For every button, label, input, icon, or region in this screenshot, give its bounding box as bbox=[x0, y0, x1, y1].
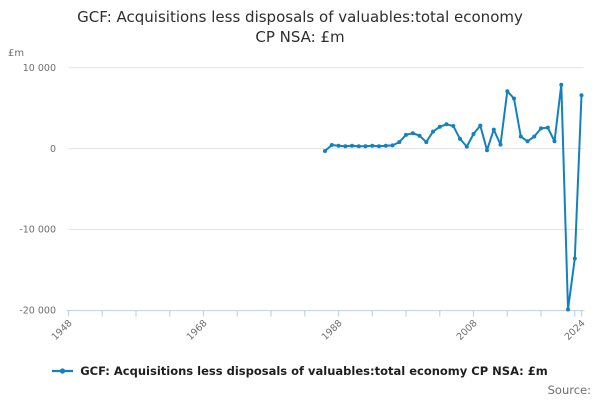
y-tick-label: 0 bbox=[50, 144, 56, 155]
data-point-marker bbox=[370, 143, 375, 148]
data-point-marker bbox=[525, 139, 530, 144]
data-point-marker bbox=[512, 96, 516, 101]
data-point-marker bbox=[363, 144, 368, 149]
data-point-marker bbox=[559, 82, 564, 87]
x-tick-label: 1988 bbox=[320, 318, 345, 343]
data-point-marker bbox=[383, 143, 388, 148]
x-axis bbox=[66, 309, 585, 317]
data-point-marker bbox=[539, 126, 543, 131]
data-point-marker bbox=[323, 149, 327, 153]
source-label: Source: bbox=[547, 383, 591, 397]
x-axis-tick-labels: 1948 1968 1988 2008 2024 bbox=[50, 318, 588, 343]
data-point-marker bbox=[437, 124, 442, 129]
data-point-marker bbox=[356, 144, 361, 149]
chart-title-line1: GCF: Acquisitions less disposals of valu… bbox=[77, 8, 523, 26]
legend: GCF: Acquisitions less disposals of valu… bbox=[0, 364, 600, 378]
data-point-marker bbox=[390, 143, 395, 148]
x-tick-label: 1968 bbox=[185, 318, 210, 343]
data-point-marker bbox=[552, 139, 557, 144]
y-tick-label: -20 000 bbox=[19, 306, 56, 317]
data-point-marker bbox=[518, 134, 523, 139]
data-point-marker bbox=[343, 144, 348, 149]
data-point-marker bbox=[444, 122, 449, 127]
chart-title-line2: CP NSA: £m bbox=[255, 28, 345, 46]
data-point-marker bbox=[498, 142, 503, 147]
x-tick-label: 1948 bbox=[50, 318, 75, 343]
data-point-marker bbox=[336, 143, 341, 148]
data-point-marker bbox=[464, 144, 469, 149]
data-point-marker bbox=[485, 148, 489, 153]
data-point-marker bbox=[410, 131, 415, 136]
y-axis-unit-label: £m bbox=[8, 48, 24, 59]
data-point-marker bbox=[471, 132, 476, 136]
y-axis-tick-labels: 10 000 0 -10 000 -20 000 bbox=[19, 63, 56, 317]
data-point-marker bbox=[579, 93, 584, 98]
data-point-marker bbox=[566, 307, 570, 312]
data-point-marker bbox=[491, 127, 496, 132]
data-point-marker bbox=[350, 143, 354, 148]
data-point-marker bbox=[451, 124, 456, 128]
data-point-marker bbox=[478, 123, 483, 128]
legend-line-marker-icon bbox=[52, 368, 74, 374]
data-point-marker bbox=[458, 136, 462, 141]
legend-series-label: GCF: Acquisitions less disposals of valu… bbox=[80, 364, 548, 378]
data-point-marker bbox=[431, 129, 435, 134]
y-gridlines bbox=[68, 67, 584, 230]
data-point-marker bbox=[572, 256, 577, 261]
x-tick-label: 2024 bbox=[563, 318, 588, 343]
data-series bbox=[323, 82, 584, 312]
data-line bbox=[324, 83, 583, 311]
data-point-marker bbox=[532, 134, 537, 139]
y-tick-label: -10 000 bbox=[19, 225, 56, 236]
data-point-marker bbox=[545, 125, 550, 130]
data-point-marker bbox=[377, 144, 381, 149]
data-point-marker bbox=[424, 140, 429, 145]
x-tick-label: 2008 bbox=[455, 318, 480, 343]
data-point-marker bbox=[505, 89, 510, 94]
chart-title: GCF: Acquisitions less disposals of valu… bbox=[0, 7, 600, 47]
data-point-marker bbox=[417, 133, 422, 138]
data-point-marker bbox=[329, 143, 334, 147]
y-tick-label: 10 000 bbox=[23, 63, 56, 74]
data-point-marker bbox=[404, 132, 408, 137]
line-chart: £m 10 000 0 -10 000 -20 000 1948 1968 1988 200… bbox=[8, 48, 588, 343]
data-point-marker bbox=[397, 140, 402, 145]
